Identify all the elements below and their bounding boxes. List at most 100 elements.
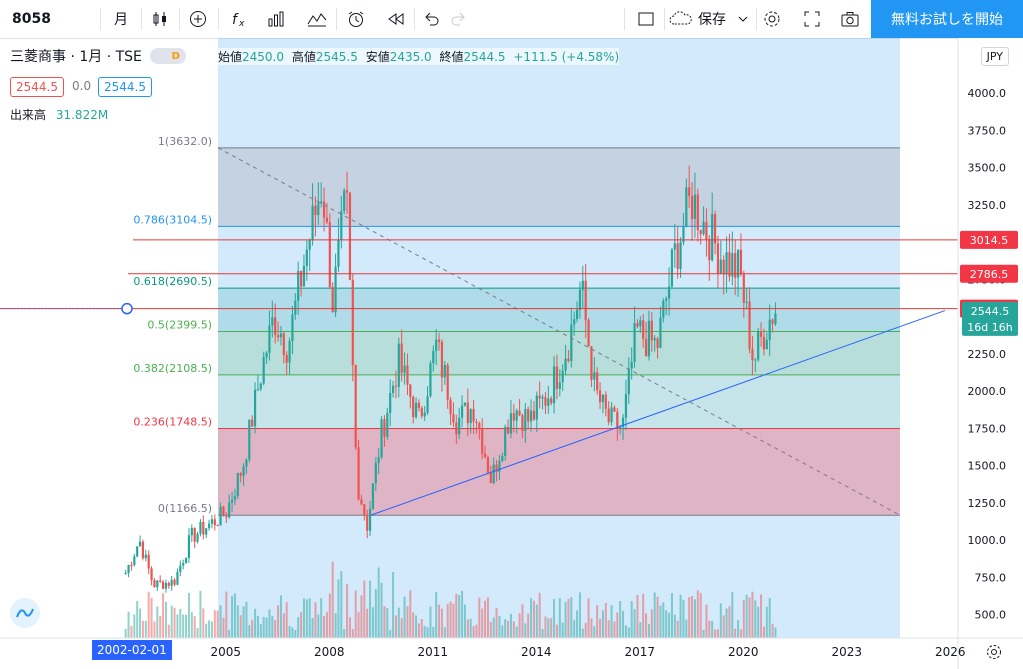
volume-bar [337, 579, 340, 638]
volume-bar [340, 571, 343, 638]
volume-bar [475, 624, 478, 638]
candle-body [486, 457, 490, 473]
candle-body [463, 402, 467, 406]
candle-body [265, 352, 268, 358]
candle-body [665, 298, 668, 301]
candle-body [702, 221, 705, 235]
camera-icon[interactable] [836, 0, 864, 38]
fib-level-label: 0.5(2399.5) [147, 318, 212, 331]
volume-bar [208, 620, 211, 638]
candle-body [124, 572, 127, 574]
volume-bar [461, 590, 464, 638]
fibonacci-retracement[interactable]: 1(3632.0) 0.786(3104.5) 0.618(2690.5) 0.5(2… [133, 38, 900, 638]
drawings[interactable] [0, 147, 958, 516]
volume-bar [392, 571, 395, 638]
fib-trend-line [217, 147, 901, 516]
volume-bar [400, 618, 403, 638]
chart-settings-icon[interactable] [985, 643, 1003, 661]
candle-body [161, 581, 165, 589]
candle-body [397, 343, 400, 387]
volume-bar [432, 626, 435, 638]
candle-body [535, 395, 538, 420]
fib-background [218, 38, 900, 638]
volume-bar [708, 620, 711, 638]
gear-icon[interactable] [758, 0, 786, 38]
volume-bar [277, 605, 280, 638]
volume-bar [665, 610, 668, 638]
volume-bar [245, 601, 248, 638]
volume-bar [639, 622, 642, 638]
volume-bar [150, 597, 153, 638]
candle-body [213, 519, 216, 526]
candle-body [136, 546, 139, 557]
layout-icon[interactable] [632, 0, 660, 38]
candle-body [455, 422, 458, 435]
volume-bar [463, 604, 466, 638]
volume-bar [489, 621, 492, 638]
financials-icon[interactable] [262, 0, 290, 38]
save-button[interactable]: 保存 [668, 0, 754, 38]
candle-body [558, 382, 561, 389]
candles-icon[interactable] [146, 0, 174, 38]
interval-button[interactable]: 月 [114, 12, 128, 28]
candle-body [449, 399, 452, 415]
x-tick-label: 2020 [728, 645, 759, 659]
volume-bar [164, 601, 167, 638]
volume-bar [343, 629, 346, 638]
candle-body [403, 365, 406, 373]
candle-body [552, 366, 556, 404]
volume-bar [584, 622, 587, 638]
volume-bar [348, 617, 351, 638]
start-trial-button[interactable]: 無料お試しを開始 [871, 0, 1023, 38]
volume-bar [452, 603, 455, 638]
alert-icon[interactable] [342, 0, 370, 38]
candle-body [739, 249, 743, 275]
candle-body [748, 301, 751, 349]
candle-body [325, 217, 329, 223]
ask-box[interactable]: 2544.5 [98, 77, 152, 97]
candle-body [248, 419, 251, 460]
candle-body [544, 396, 547, 406]
add-compare-icon[interactable] [184, 0, 212, 38]
volume-bar [369, 580, 372, 638]
fullscreen-icon[interactable] [798, 0, 826, 38]
candle-body [653, 338, 656, 341]
candle-body [322, 201, 326, 218]
volume-bar [297, 617, 300, 638]
candle-body [725, 252, 728, 275]
currency-button[interactable]: JPY [980, 47, 1009, 66]
volume-bar [564, 601, 567, 638]
candle-body [509, 413, 513, 434]
volume-bar [219, 605, 222, 638]
undo-icon[interactable] [418, 0, 444, 38]
volume-bar [317, 614, 320, 638]
candle-body [193, 528, 196, 542]
candle-body [650, 320, 653, 341]
symbol-search[interactable]: 8058 [12, 11, 51, 27]
high-value: 2545.5 [315, 50, 358, 64]
candle-body [604, 394, 607, 409]
volume-bar [478, 597, 481, 638]
volume-bar [139, 608, 142, 638]
volume-bar [481, 608, 484, 638]
templates-icon[interactable] [303, 0, 331, 38]
legend-title[interactable]: 三菱商事 · 1月 · TSE [10, 49, 142, 65]
candle-body [489, 472, 492, 484]
volume-bar [455, 593, 458, 638]
candle-body [343, 190, 346, 211]
candle-body [357, 447, 360, 500]
volume-bar [380, 582, 383, 638]
candle-body [736, 249, 740, 278]
volume-bar [553, 599, 556, 638]
candle-body [377, 457, 380, 463]
volume-bar [748, 597, 751, 638]
y-tick-label: 500.0 [975, 609, 1007, 622]
replay-icon[interactable] [382, 0, 410, 38]
bid-box[interactable]: 2544.5 [10, 77, 64, 97]
candle-body [144, 554, 147, 559]
volume-bar [691, 595, 694, 638]
tv-logo-button[interactable] [10, 598, 40, 628]
candle-body [728, 252, 731, 277]
